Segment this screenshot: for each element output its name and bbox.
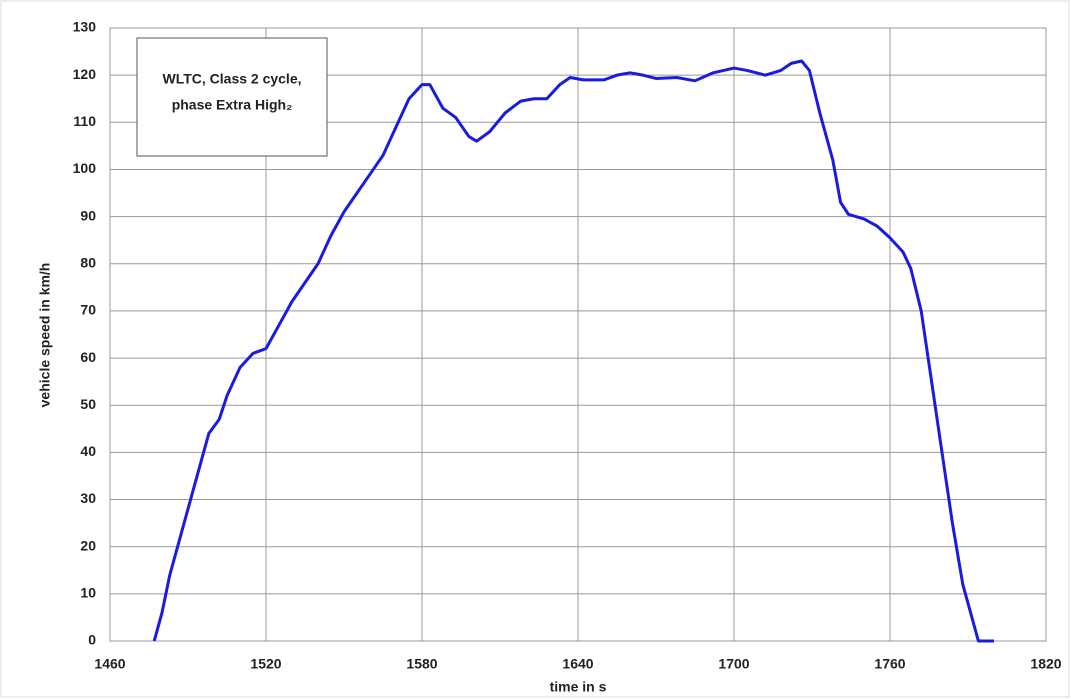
y-tick-label: 0: [88, 632, 96, 648]
annotation-box: [136, 37, 328, 157]
y-tick-label: 90: [80, 207, 96, 223]
y-tick-label: 130: [73, 19, 97, 35]
x-tick-label: 1820: [1030, 656, 1061, 672]
x-tick-label: 1700: [718, 656, 749, 672]
y-tick-label: 110: [73, 113, 96, 129]
y-tick-label: 50: [80, 396, 96, 412]
y-tick-label: 100: [73, 160, 97, 176]
y-tick-label: 80: [80, 254, 96, 270]
y-tick-label: 40: [80, 443, 96, 459]
y-axis-label: vehicle speed in km/h: [37, 263, 53, 408]
x-tick-label: 1460: [94, 656, 125, 672]
x-tick-label: 1520: [250, 656, 281, 672]
x-axis-label: time in s: [550, 679, 607, 695]
y-tick-label: 30: [80, 490, 96, 506]
y-tick-label: 120: [73, 66, 97, 82]
data-line: [152, 59, 994, 643]
x-tick-label: 1580: [406, 656, 437, 672]
x-tick-label: 1640: [562, 656, 593, 672]
y-tick-label: 70: [80, 302, 96, 318]
y-tick-label: 60: [80, 349, 96, 365]
y-tick-label: 20: [80, 537, 96, 553]
y-tick-label: 10: [80, 585, 96, 601]
x-tick-label: 1760: [874, 656, 905, 672]
annotation: WLTC, Class 2 cycle,: [162, 71, 301, 87]
annotation: phase Extra High₂: [172, 97, 293, 113]
